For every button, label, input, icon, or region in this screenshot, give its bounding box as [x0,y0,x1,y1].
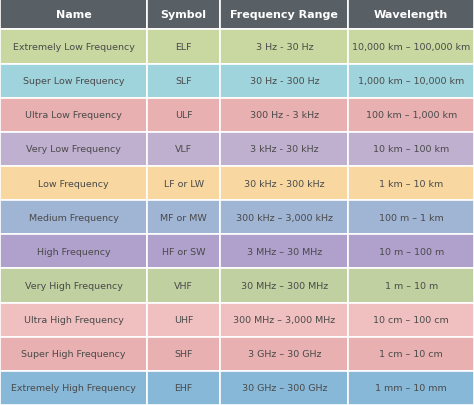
Bar [348,269,474,303]
Bar [220,132,348,166]
Bar [147,98,220,132]
Text: 10,000 km – 100,000 km: 10,000 km – 100,000 km [352,43,470,52]
Bar [147,30,220,64]
Text: Super Low Frequency: Super Low Frequency [23,77,124,86]
Text: ULF: ULF [175,111,192,120]
Text: Wavelength: Wavelength [374,10,448,20]
Text: 30 GHz – 300 GHz: 30 GHz – 300 GHz [242,384,327,392]
Text: HF or SW: HF or SW [162,247,205,256]
Text: 3 kHz - 30 kHz: 3 kHz - 30 kHz [250,145,319,154]
Bar [147,166,220,200]
Text: 1,000 km – 10,000 km: 1,000 km – 10,000 km [358,77,465,86]
Bar [348,166,474,200]
Bar [348,64,474,98]
Text: 30 kHz - 300 kHz: 30 kHz - 300 kHz [244,179,325,188]
Text: 1 km – 10 km: 1 km – 10 km [379,179,443,188]
Bar [0,269,147,303]
Text: 3 MHz – 30 MHz: 3 MHz – 30 MHz [247,247,322,256]
Text: LF or LW: LF or LW [164,179,204,188]
Bar [147,371,220,405]
Bar [348,337,474,371]
Text: 10 cm – 100 cm: 10 cm – 100 cm [374,315,449,324]
Bar [220,30,348,64]
Text: EHF: EHF [174,384,193,392]
Bar [147,337,220,371]
Text: SHF: SHF [174,350,193,358]
Bar [220,166,348,200]
Bar [220,303,348,337]
Bar [147,269,220,303]
Text: VLF: VLF [175,145,192,154]
Bar [348,235,474,269]
Text: 300 kHz – 3,000 kHz: 300 kHz – 3,000 kHz [236,213,333,222]
Bar [147,235,220,269]
Bar [348,98,474,132]
Bar [0,235,147,269]
Text: Symbol: Symbol [161,10,207,20]
Text: VHF: VHF [174,281,193,290]
Bar [348,30,474,64]
Text: 300 Hz - 3 kHz: 300 Hz - 3 kHz [250,111,319,120]
Text: 100 km – 1,000 km: 100 km – 1,000 km [365,111,457,120]
Bar [147,303,220,337]
Bar [0,64,147,98]
Bar [147,0,220,30]
Text: 100 m – 1 km: 100 m – 1 km [379,213,444,222]
Text: MF or MW: MF or MW [160,213,207,222]
Bar [220,0,348,30]
Bar [348,303,474,337]
Bar [0,0,147,30]
Text: 1 m – 10 m: 1 m – 10 m [384,281,438,290]
Text: 30 Hz - 300 Hz: 30 Hz - 300 Hz [250,77,319,86]
Bar [220,200,348,235]
Text: 3 Hz - 30 Hz: 3 Hz - 30 Hz [255,43,313,52]
Bar [348,0,474,30]
Bar [0,337,147,371]
Text: 1 mm – 10 mm: 1 mm – 10 mm [375,384,447,392]
Bar [220,64,348,98]
Text: 3 GHz – 30 GHz: 3 GHz – 30 GHz [247,350,321,358]
Text: Name: Name [55,10,91,20]
Bar [147,132,220,166]
Text: Medium Frequency: Medium Frequency [28,213,118,222]
Bar [348,132,474,166]
Bar [220,371,348,405]
Bar [348,200,474,235]
Text: 30 MHz – 300 MHz: 30 MHz – 300 MHz [241,281,328,290]
Text: 1 cm – 10 cm: 1 cm – 10 cm [379,350,443,358]
Text: UHF: UHF [174,315,193,324]
Text: Very High Frequency: Very High Frequency [25,281,122,290]
Text: High Frequency: High Frequency [36,247,110,256]
Text: 10 km – 100 km: 10 km – 100 km [373,145,449,154]
Bar [0,303,147,337]
Bar [0,30,147,64]
Bar [220,337,348,371]
Text: Ultra Low Frequency: Ultra Low Frequency [25,111,122,120]
Text: Very Low Frequency: Very Low Frequency [26,145,121,154]
Text: SLF: SLF [175,77,192,86]
Bar [220,98,348,132]
Text: Super High Frequency: Super High Frequency [21,350,126,358]
Bar [220,269,348,303]
Text: Ultra High Frequency: Ultra High Frequency [24,315,123,324]
Bar [147,64,220,98]
Bar [220,235,348,269]
Text: Extremely Low Frequency: Extremely Low Frequency [12,43,135,52]
Text: ELF: ELF [175,43,192,52]
Text: 10 m – 100 m: 10 m – 100 m [379,247,444,256]
Text: Extremely High Frequency: Extremely High Frequency [11,384,136,392]
Bar [348,371,474,405]
Bar [0,200,147,235]
Text: Low Frequency: Low Frequency [38,179,109,188]
Bar [0,132,147,166]
Bar [0,98,147,132]
Bar [147,200,220,235]
Text: 300 MHz – 3,000 MHz: 300 MHz – 3,000 MHz [233,315,336,324]
Bar [0,371,147,405]
Text: Frequency Range: Frequency Range [230,10,338,20]
Bar [0,166,147,200]
